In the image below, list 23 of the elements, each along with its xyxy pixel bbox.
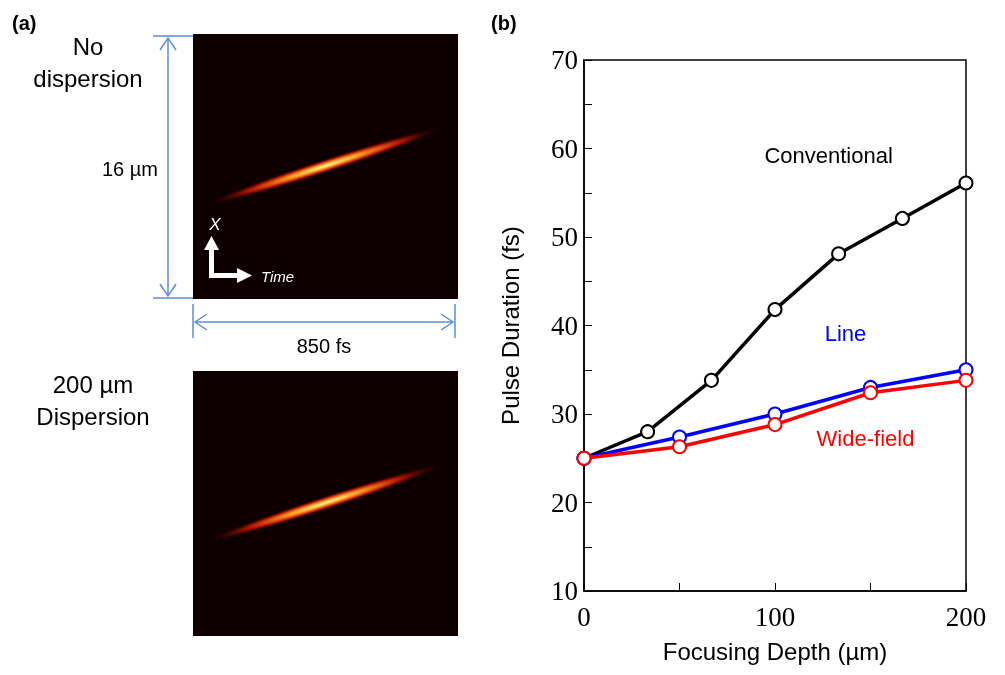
text: 16 µm — [102, 158, 158, 180]
text: No dispersion — [33, 33, 143, 92]
y-tick-label: 60 — [551, 133, 578, 164]
y-tick-label: 30 — [551, 399, 578, 429]
x-tick-label: 100 — [754, 601, 796, 632]
text: Conventional — [764, 142, 893, 168]
text: 200 µm Dispersion — [36, 371, 150, 430]
x-tick-label: 0 — [577, 601, 591, 632]
text: Time — [261, 268, 295, 285]
y-tick-label: 50 — [551, 222, 578, 252]
chart-title: (b) — [491, 12, 517, 34]
y-tick-label: 40 — [551, 310, 578, 341]
series-label: Line — [824, 321, 867, 347]
y-axis-title: Pulse Duration (fs) — [496, 226, 524, 425]
series-label: Wide-field — [816, 425, 915, 451]
text: 850 fs — [296, 335, 352, 357]
text: (a) — [12, 12, 37, 34]
text: X — [208, 215, 222, 234]
x-tick-label: 200 — [945, 601, 987, 632]
x-axis-title: Focusing Depth (µm) — [662, 637, 888, 665]
y-tick-label: 10 — [551, 576, 578, 606]
y-tick-label: 20 — [551, 487, 578, 518]
y-tick-label: 70 — [551, 45, 578, 75]
